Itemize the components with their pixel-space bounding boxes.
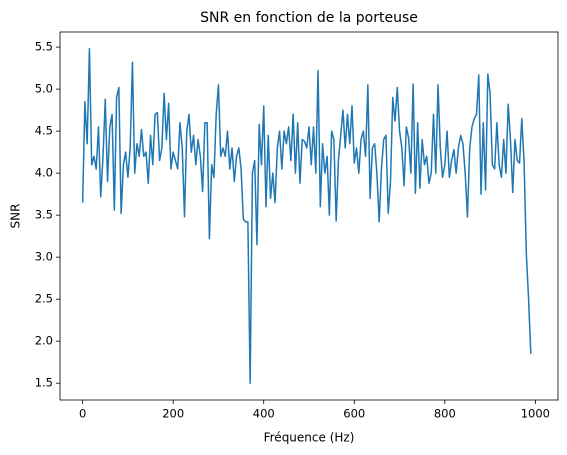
plot-frame (59, 31, 559, 401)
y-tick-label: 4.0 (35, 166, 53, 180)
x-axis-label: Fréquence (Hz) (264, 431, 355, 445)
y-tick-label: 1.5 (35, 376, 53, 390)
y-tick-label: 3.5 (35, 208, 53, 222)
chart-title: SNR en fonction de la porteuse (200, 10, 418, 26)
x-tick-label: 1000 (521, 407, 550, 421)
x-tick-label: 600 (343, 407, 365, 421)
y-tick-label: 3.0 (35, 250, 53, 264)
data-line (81, 48, 532, 384)
y-axis-label: SNR (9, 204, 23, 229)
y-tick-label: 4.5 (35, 124, 53, 138)
y-tick-label: 2.0 (35, 334, 53, 348)
x-tick-label: 0 (79, 407, 86, 421)
x-tick-label: 800 (434, 407, 456, 421)
x-tick-label: 400 (253, 407, 275, 421)
y-tick-label: 2.5 (35, 292, 53, 306)
y-tick-label: 5.5 (35, 40, 53, 54)
x-tick-label: 200 (162, 407, 184, 421)
y-tick-label: 5.0 (35, 82, 53, 96)
